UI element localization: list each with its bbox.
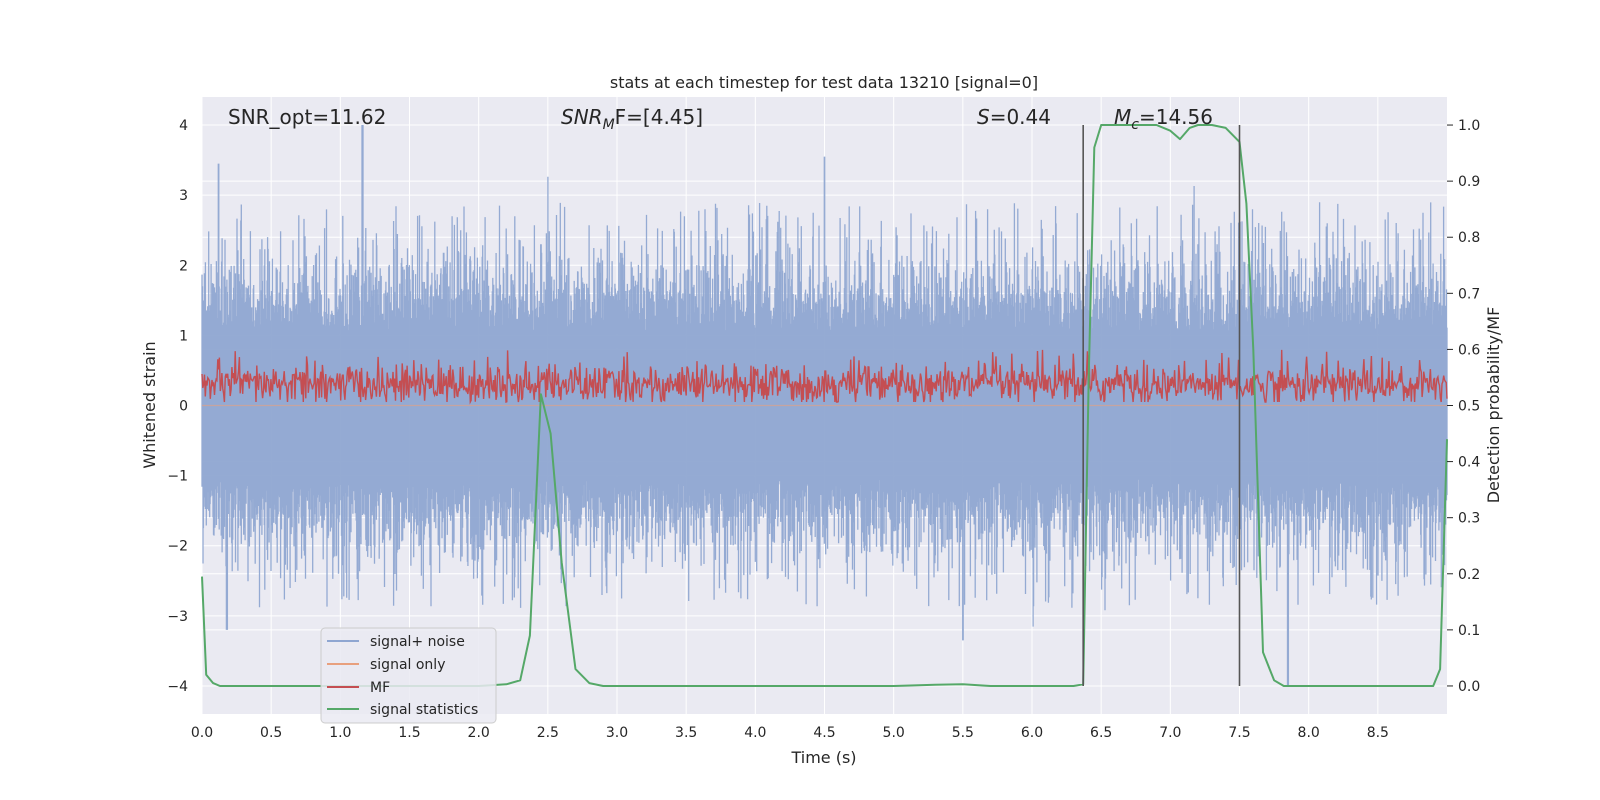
y2-tick-label: 0.7 (1458, 286, 1480, 302)
annotation-snr-mf-symbol: SNR (561, 105, 603, 129)
legend-label-signal-statistics: signal statistics (370, 702, 478, 718)
x-tick-label: 4.5 (813, 725, 835, 741)
y-tick-label: 4 (179, 118, 188, 134)
x-tick-label: 6.0 (1021, 725, 1043, 741)
annotation-snr-opt: SNR_opt=11.62 (228, 105, 386, 129)
x-tick-label: 5.0 (883, 725, 905, 741)
x-tick-label: 1.5 (398, 725, 420, 741)
annotation-snr-mf-value: F=[4.45] (615, 105, 703, 129)
y2-axis-ticks: 1.0 0.9 0.8 0.7 0.6 0.5 0.4 0.3 0.2 0.1 0.0 (1447, 118, 1480, 695)
vertical-markers (1082, 125, 1241, 686)
annotation-mc-value: =14.56 (1139, 105, 1213, 129)
y-tick-label: −1 (167, 469, 188, 485)
y2-tick-label: 1.0 (1458, 118, 1480, 134)
y-axis-ticks: 4 3 2 1 0 −1 −2 −3 −4 (167, 118, 188, 695)
y2-tick-label: 0.3 (1458, 511, 1480, 527)
x-tick-label: 0.0 (191, 725, 213, 741)
legend-label-signal-only: signal only (370, 657, 445, 673)
y2-tick-label: 0.0 (1458, 679, 1480, 695)
y-axis-label: Whitened strain (140, 341, 159, 468)
x-tick-label: 5.5 (952, 725, 974, 741)
annotation-s-value: =0.44 (990, 105, 1051, 129)
y2-axis-label: Detection probability/MF (1484, 307, 1503, 504)
x-tick-label: 1.0 (329, 725, 351, 741)
x-tick-label: 0.5 (260, 725, 282, 741)
x-tick-label: 3.0 (606, 725, 628, 741)
x-tick-label: 6.5 (1090, 725, 1112, 741)
x-tick-label: 8.0 (1298, 725, 1320, 741)
y-tick-label: −3 (167, 609, 188, 625)
y-tick-label: −2 (167, 539, 188, 555)
chart-title: stats at each timestep for test data 132… (610, 73, 1038, 92)
x-tick-label: 7.0 (1159, 725, 1181, 741)
x-tick-label: 2.0 (468, 725, 490, 741)
y2-tick-label: 0.9 (1458, 174, 1480, 190)
y-tick-label: 1 (179, 328, 188, 344)
annotation-snr-mf: SNRMF=[4.45] (561, 105, 703, 133)
x-axis-label: Time (s) (790, 748, 856, 767)
x-tick-label: 8.5 (1367, 725, 1389, 741)
annotation-s-symbol: S (977, 105, 990, 129)
y2-tick-label: 0.2 (1458, 567, 1480, 583)
annotation-mc: Mc=14.56 (1114, 105, 1213, 133)
annotation-s: S=0.44 (977, 105, 1051, 129)
annotation-mc-subscript: c (1131, 117, 1139, 133)
x-tick-label: 3.5 (675, 725, 697, 741)
x-axis-ticks: 0.0 0.5 1.0 1.5 2.0 2.5 3.0 3.5 4.0 4.5 5.0 5.5 6.0 6… (191, 725, 1389, 741)
y2-tick-label: 0.5 (1458, 399, 1480, 415)
y-tick-label: 3 (179, 188, 188, 204)
legend-box (320, 627, 497, 724)
x-tick-label: 2.5 (537, 725, 559, 741)
x-tick-label: 7.5 (1228, 725, 1250, 741)
annotation-snr-mf-subscript: M (603, 117, 615, 133)
y2-tick-label: 0.1 (1458, 623, 1480, 639)
y2-tick-label: 0.4 (1458, 455, 1480, 471)
legend: signal+ noise signal only MF signal stat… (320, 627, 497, 724)
y-tick-label: 2 (179, 258, 188, 274)
annotation-mc-symbol: M (1114, 105, 1131, 129)
y2-tick-label: 0.8 (1458, 230, 1480, 246)
y2-tick-label: 0.6 (1458, 342, 1480, 358)
legend-label-signal-noise: signal+ noise (370, 634, 465, 650)
y-tick-label: −4 (167, 679, 188, 695)
y-tick-label: 0 (179, 399, 188, 415)
legend-label-mf: MF (370, 680, 390, 696)
x-tick-label: 4.0 (744, 725, 766, 741)
